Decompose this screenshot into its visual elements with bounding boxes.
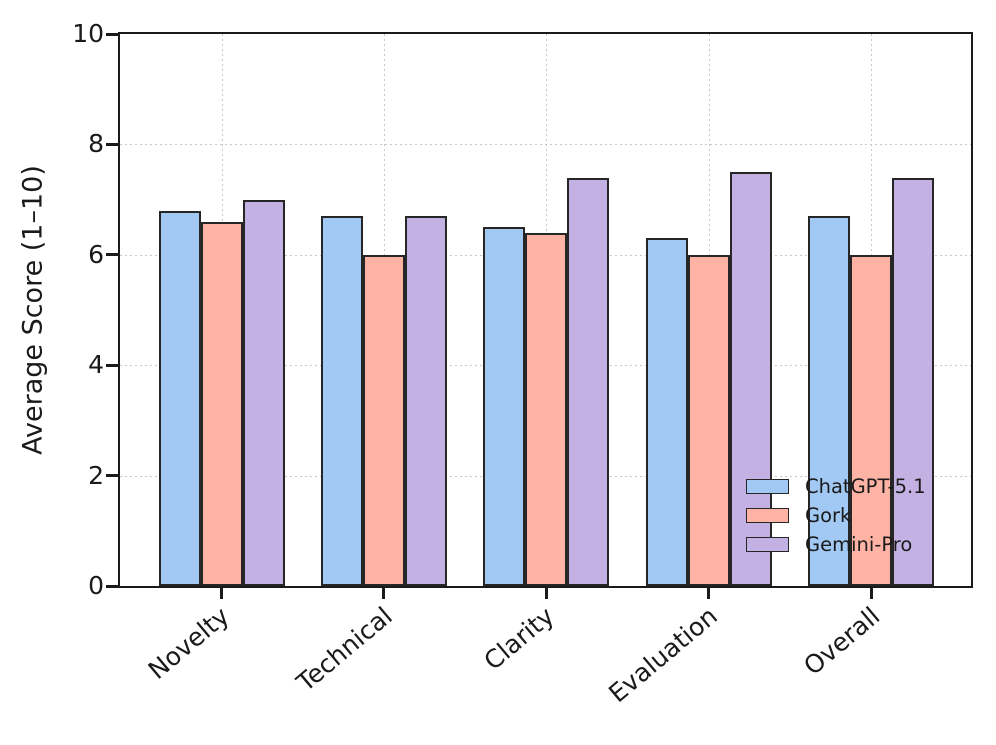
bar-gemini-pro-overall [892,178,934,586]
y-tick-label-2: 2 [88,461,104,490]
bar-gemini-pro-clarity [567,178,609,586]
y-tick-label-8: 8 [88,129,104,158]
y-tick-mark-0 [106,585,118,588]
x-tick-mark-technical [382,588,385,599]
x-tick-label-evaluation: Evaluation [603,601,723,709]
x-tick-mark-evaluation [707,588,710,599]
y-tick-label-0: 0 [88,571,104,600]
y-tick-mark-2 [106,474,118,477]
legend-row-gork: Gork [746,504,926,527]
y-tick-mark-6 [106,253,118,256]
x-tick-mark-novelty [220,588,223,599]
legend-swatch-gork [746,508,789,523]
bar-gork-overall [850,255,892,586]
y-tick-mark-4 [106,364,118,367]
bar-gork-novelty [201,222,243,586]
legend: ChatGPT-5.1 Gork Gemini-Pro [746,475,926,556]
plot-area: ChatGPT-5.1 Gork Gemini-Pro [118,32,973,588]
y-tick-mark-8 [106,143,118,146]
legend-row-gemini-pro: Gemini-Pro [746,533,926,556]
y-tick-label-10: 10 [72,19,104,48]
legend-row-chatgpt-5.1: ChatGPT-5.1 [746,475,926,498]
x-tick-mark-clarity [545,588,548,599]
y-tick-mark-10 [106,33,118,36]
bar-chatgpt-5.1-overall [808,216,850,586]
bar-chatgpt-5.1-technical [321,216,363,586]
x-tick-label-clarity: Clarity [478,601,560,676]
h-gridline-8 [120,144,971,145]
bar-gork-technical [363,255,405,586]
legend-label-gork: Gork [805,504,852,527]
y-axis-label: Average Score (1–10) [17,165,49,455]
x-tick-label-overall: Overall [797,601,885,681]
bar-chatgpt-5.1-clarity [483,227,525,586]
x-tick-label-novelty: Novelty [143,601,235,685]
bar-gemini-pro-novelty [243,200,285,586]
legend-swatch-gemini-pro [746,537,789,552]
y-tick-label-4: 4 [88,350,104,379]
bar-chatgpt-5.1-evaluation [646,238,688,586]
legend-label-gemini-pro: Gemini-Pro [805,533,913,556]
bar-chatgpt-5.1-novelty [159,211,201,586]
x-tick-label-technical: Technical [291,601,398,698]
legend-swatch-chatgpt-5.1 [746,479,789,494]
y-tick-label-6: 6 [88,240,104,269]
x-tick-mark-overall [870,588,873,599]
bar-gork-clarity [525,233,567,586]
legend-label-chatgpt-5.1: ChatGPT-5.1 [805,475,926,498]
bar-gemini-pro-technical [405,216,447,586]
bar-gork-evaluation [688,255,730,586]
